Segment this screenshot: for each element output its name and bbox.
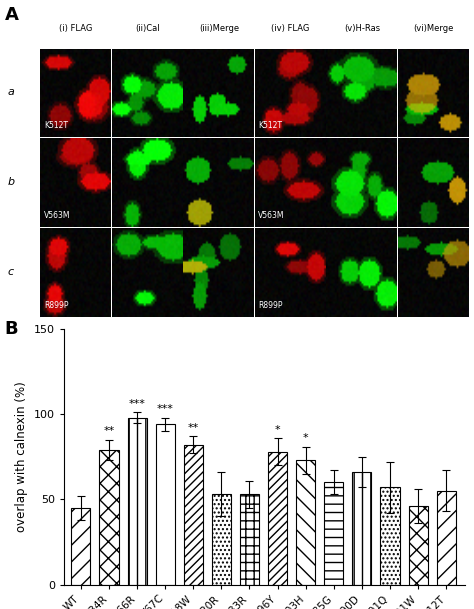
Bar (40, 49, 110, 137)
Text: (v)H-Ras: (v)H-Ras (344, 24, 380, 33)
Text: **: ** (103, 426, 115, 436)
Bar (240, 495, 259, 585)
Text: ***: *** (157, 404, 173, 414)
Bar (409, 506, 428, 585)
Bar (112, 228, 182, 317)
Bar (183, 228, 254, 317)
Bar (100, 450, 118, 585)
Bar (128, 418, 146, 585)
Text: b: b (7, 177, 14, 187)
Bar (40, 228, 110, 317)
Bar (296, 460, 315, 585)
Bar (71, 508, 91, 585)
Bar (255, 49, 325, 137)
Bar (112, 49, 182, 137)
Text: V563M: V563M (44, 211, 70, 220)
Bar (381, 487, 400, 585)
Text: *: * (275, 424, 281, 435)
Bar (326, 228, 396, 317)
Bar (183, 49, 254, 137)
Bar (184, 445, 203, 585)
Text: ***: *** (128, 399, 146, 409)
Text: A: A (5, 6, 18, 24)
Bar (326, 138, 396, 227)
Text: a: a (7, 87, 14, 97)
Bar (437, 491, 456, 585)
Bar (352, 472, 372, 585)
Bar (183, 138, 254, 227)
Text: (iii)Merge: (iii)Merge (199, 24, 239, 33)
Bar (398, 49, 468, 137)
Text: *: * (303, 433, 309, 443)
Bar (255, 138, 325, 227)
Bar (255, 228, 325, 317)
Bar (268, 452, 287, 585)
Text: (i) FLAG: (i) FLAG (59, 24, 93, 33)
Text: (iv) FLAG: (iv) FLAG (271, 24, 310, 33)
Bar (324, 482, 343, 585)
Bar (155, 424, 175, 585)
Bar (212, 495, 231, 585)
Text: **: ** (188, 423, 199, 433)
Y-axis label: overlap with calnexin (%): overlap with calnexin (%) (16, 381, 28, 532)
Bar (326, 49, 396, 137)
Text: K512T: K512T (44, 121, 68, 130)
Text: (ii)Cal: (ii)Cal (135, 24, 160, 33)
Text: c: c (7, 267, 13, 277)
Bar (398, 228, 468, 317)
Text: K512T: K512T (258, 121, 283, 130)
Text: V563M: V563M (258, 211, 285, 220)
Text: (vi)Merge: (vi)Merge (413, 24, 454, 33)
Bar (40, 138, 110, 227)
Text: R899P: R899P (258, 301, 283, 309)
Text: B: B (5, 320, 18, 338)
Bar (112, 138, 182, 227)
Bar (398, 138, 468, 227)
Text: R899P: R899P (44, 301, 68, 309)
